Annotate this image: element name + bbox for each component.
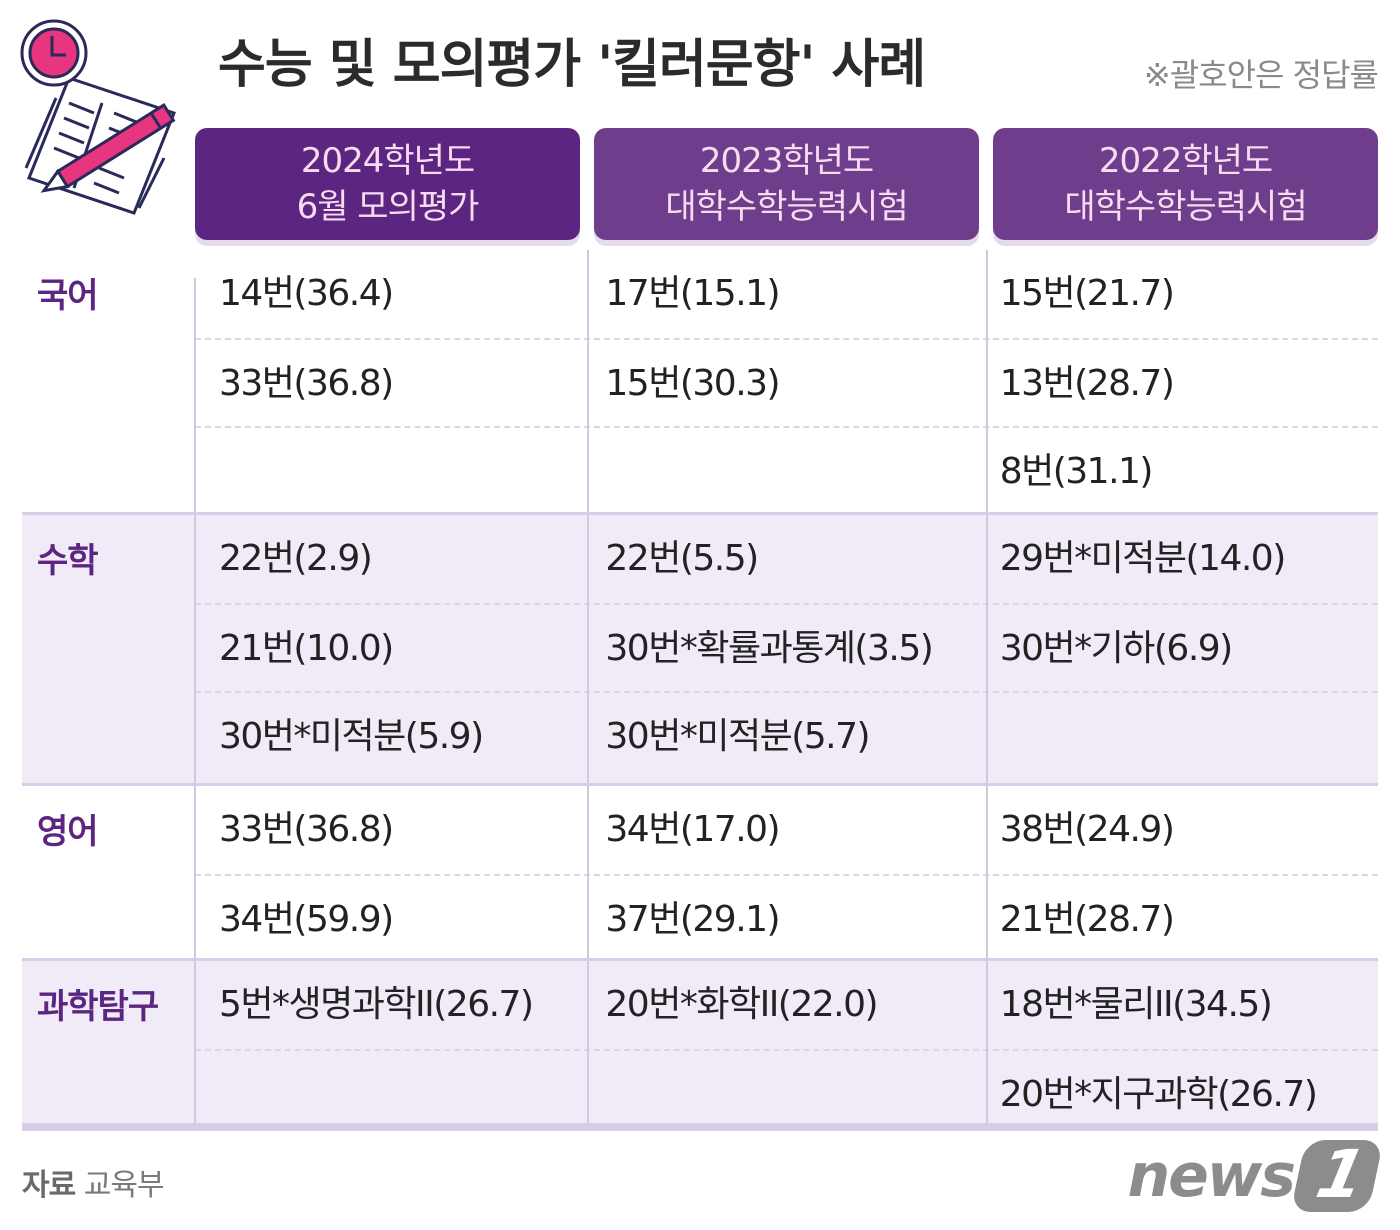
table-cell <box>589 428 983 514</box>
column-header-2022-csat: 2022학년도 대학수학능력시험 <box>993 128 1378 240</box>
column-header-line1: 2023학년도 <box>699 141 874 181</box>
table-cell <box>589 1051 983 1137</box>
column-header-line2: 대학수학능력시험 <box>665 187 908 227</box>
column-divider <box>986 515 988 783</box>
logo-badge-number: 1 <box>1310 1136 1373 1213</box>
subject-label: 영어 <box>37 812 99 852</box>
column-divider <box>587 786 589 958</box>
table-row: 14번(36.4) 17번(15.1) 15번(21.7) <box>195 250 1378 338</box>
source-value: 교육부 <box>83 1168 165 1203</box>
logo-text: news <box>1127 1141 1296 1211</box>
column-header-line1: 2022학년도 <box>1098 141 1273 181</box>
table-row: 20번*지구과학(26.7) <box>195 1049 1378 1137</box>
table-cell: 13번(28.7) <box>999 363 1175 404</box>
table-cell: 21번(10.0) <box>219 628 394 669</box>
table-row: 34번(59.9) 37번(29.1) 21번(28.7) <box>195 874 1378 962</box>
column-header-2023-csat: 2023학년도 대학수학능력시험 <box>594 128 979 240</box>
column-header-2024-june-mock: 2024학년도 6월 모의평가 <box>195 128 580 240</box>
table-cell: 33번(36.8) <box>219 363 394 404</box>
column-divider <box>194 961 196 1123</box>
source-credit: 자료 교육부 <box>22 1160 165 1204</box>
column-divider <box>986 786 988 958</box>
table-cell: 37번(29.1) <box>605 899 780 940</box>
table-cell: 14번(36.4) <box>219 273 394 314</box>
table-row: 5번*생명과학II(26.7) 20번*화학II(22.0) 18번*물리II(… <box>195 961 1378 1049</box>
page-title: 수능 및 모의평가 '킬러문항' 사례 <box>218 35 926 95</box>
section-korean: 국어 14번(36.4) 17번(15.1) 15번(21.7) 33번(36.… <box>22 250 1378 515</box>
section-science: 과학탐구 5번*생명과학II(26.7) 20번*화학II(22.0) 18번*… <box>22 961 1378 1131</box>
column-divider <box>587 961 589 1123</box>
column-divider <box>587 515 589 783</box>
subject-label: 국어 <box>37 276 99 316</box>
section-english: 영어 33번(36.8) 34번(17.0) 38번(24.9) 34번(59.… <box>22 786 1378 961</box>
column-divider <box>194 786 196 958</box>
table-cell: 15번(30.3) <box>605 363 780 404</box>
table-row: 21번(10.0) 30번*확률과통계(3.5) 30번*기하(6.9) <box>195 603 1378 691</box>
column-header-line2: 대학수학능력시험 <box>1064 187 1307 227</box>
table-cell <box>984 693 1378 779</box>
news1-logo: news 1 <box>1127 1136 1384 1213</box>
table-cell: 33번(36.8) <box>219 809 394 850</box>
column-divider <box>194 278 196 512</box>
table-cell: 30번*미적분(5.7) <box>605 716 870 757</box>
exam-paper-clock-pencil-icon <box>20 19 176 215</box>
table-cell: 18번*물리II(34.5) <box>999 984 1273 1025</box>
column-header-line2: 6월 모의평가 <box>296 187 480 227</box>
table-cell: 29번*미적분(14.0) <box>999 538 1287 579</box>
table-row: 33번(36.8) 34번(17.0) 38번(24.9) <box>195 786 1378 874</box>
section-math: 수학 22번(2.9) 22번(5.5) 29번*미적분(14.0) 21번(1… <box>22 515 1378 786</box>
table-row: 8번(31.1) <box>195 426 1378 514</box>
table-cell <box>195 428 589 514</box>
table-cell: 22번(5.5) <box>605 538 759 579</box>
table-cell: 8번(31.1) <box>999 451 1154 492</box>
column-divider <box>194 515 196 783</box>
source-label: 자료 <box>22 1168 76 1203</box>
table-cell: 34번(17.0) <box>605 809 780 850</box>
table-cell: 20번*지구과학(26.7) <box>999 1074 1318 1115</box>
table-cell: 30번*미적분(5.9) <box>219 716 484 757</box>
table-cell: 21번(28.7) <box>999 899 1175 940</box>
table-cell: 38번(24.9) <box>999 809 1175 850</box>
table-row: 30번*미적분(5.9) 30번*미적분(5.7) <box>195 691 1378 779</box>
column-divider <box>587 250 589 512</box>
table-cell: 5번*생명과학II(26.7) <box>219 984 534 1025</box>
table-cell: 15번(21.7) <box>999 273 1175 314</box>
column-header-line1: 2024학년도 <box>300 141 475 181</box>
table-cell: 30번*기하(6.9) <box>999 628 1234 669</box>
table-cell: 20번*화학II(22.0) <box>605 984 878 1025</box>
column-divider <box>986 250 988 512</box>
table-cell <box>195 1051 589 1137</box>
logo-badge: 1 <box>1290 1136 1384 1213</box>
table-cell: 22번(2.9) <box>219 538 373 579</box>
killer-question-table: 국어 14번(36.4) 17번(15.1) 15번(21.7) 33번(36.… <box>22 250 1378 1131</box>
table-cell: 34번(59.9) <box>219 899 394 940</box>
subject-label: 과학탐구 <box>37 987 159 1027</box>
table-row: 33번(36.8) 15번(30.3) 13번(28.7) <box>195 338 1378 426</box>
table-cell: 30번*확률과통계(3.5) <box>605 628 933 669</box>
answer-rate-note: ※괄호안은 정답률 <box>1143 56 1379 94</box>
table-row: 22번(2.9) 22번(5.5) 29번*미적분(14.0) <box>195 515 1378 603</box>
column-divider <box>986 961 988 1123</box>
table-cell: 17번(15.1) <box>605 273 780 314</box>
subject-label: 수학 <box>37 541 99 581</box>
